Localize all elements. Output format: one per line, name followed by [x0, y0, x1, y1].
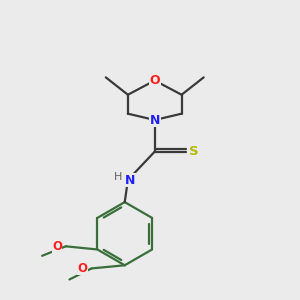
Text: S: S	[189, 145, 199, 158]
Text: N: N	[125, 173, 136, 187]
Text: O: O	[78, 262, 88, 275]
Text: N: N	[149, 113, 160, 127]
Text: O: O	[149, 74, 160, 87]
Text: H: H	[114, 172, 122, 182]
Text: O: O	[52, 240, 62, 253]
